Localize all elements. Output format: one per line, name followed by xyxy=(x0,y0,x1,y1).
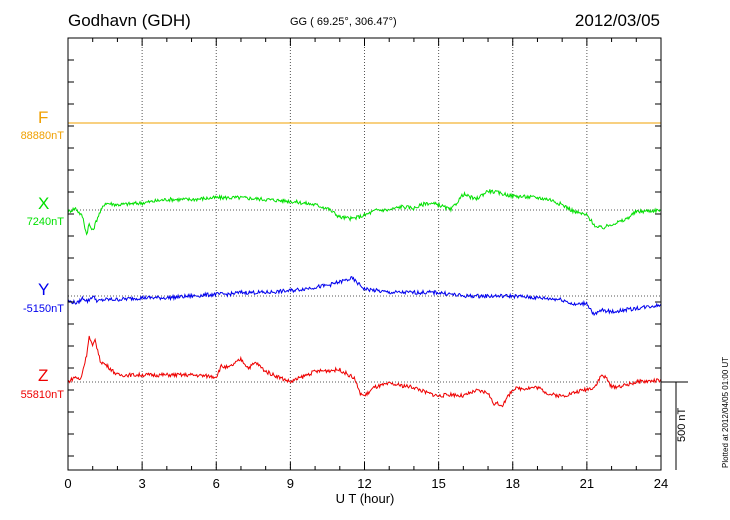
series-line-x xyxy=(67,189,662,236)
component-baseline-x: 7240nT xyxy=(26,216,64,228)
series-lines xyxy=(67,122,662,408)
series-line-z xyxy=(67,335,662,408)
axis-ticks xyxy=(67,37,662,470)
x-axis-title: U T (hour) xyxy=(335,491,395,506)
station-coordinates: GG ( 69.25°, 306.47°) xyxy=(290,16,397,28)
x-tick-label: 12 xyxy=(357,476,371,491)
component-label-z: Z xyxy=(38,366,49,385)
component-label-f: F xyxy=(38,108,49,127)
x-tick-label: 15 xyxy=(431,476,445,491)
plotted-timestamp: Plotted at 2012/04/05 01:00 UT xyxy=(721,356,730,468)
grid-lines xyxy=(141,38,588,470)
scale-bar-label: 500 nT xyxy=(676,407,688,442)
component-label-x: X xyxy=(38,194,50,213)
x-tick-label: 3 xyxy=(139,476,146,491)
component-label-y: Y xyxy=(38,280,50,299)
station-title: Godhavn (GDH) xyxy=(68,11,191,30)
x-tick-label: 24 xyxy=(654,476,668,491)
x-tick-label: 18 xyxy=(506,476,520,491)
component-baseline-f: 88880nT xyxy=(20,130,64,142)
x-tick-label: 6 xyxy=(213,476,220,491)
x-tick-label: 9 xyxy=(287,476,294,491)
component-baseline-z: 55810nT xyxy=(20,389,64,401)
x-tick-label: 21 xyxy=(580,476,594,491)
plot-date: 2012/03/05 xyxy=(574,11,660,30)
x-tick-label: 0 xyxy=(64,476,71,491)
component-baseline-y: -5150nT xyxy=(23,303,64,315)
scale-bar xyxy=(661,381,688,470)
series-line-y xyxy=(67,275,662,317)
x-tick-labels: 0 3 6 9 12 15 18 21 24 xyxy=(64,476,668,491)
